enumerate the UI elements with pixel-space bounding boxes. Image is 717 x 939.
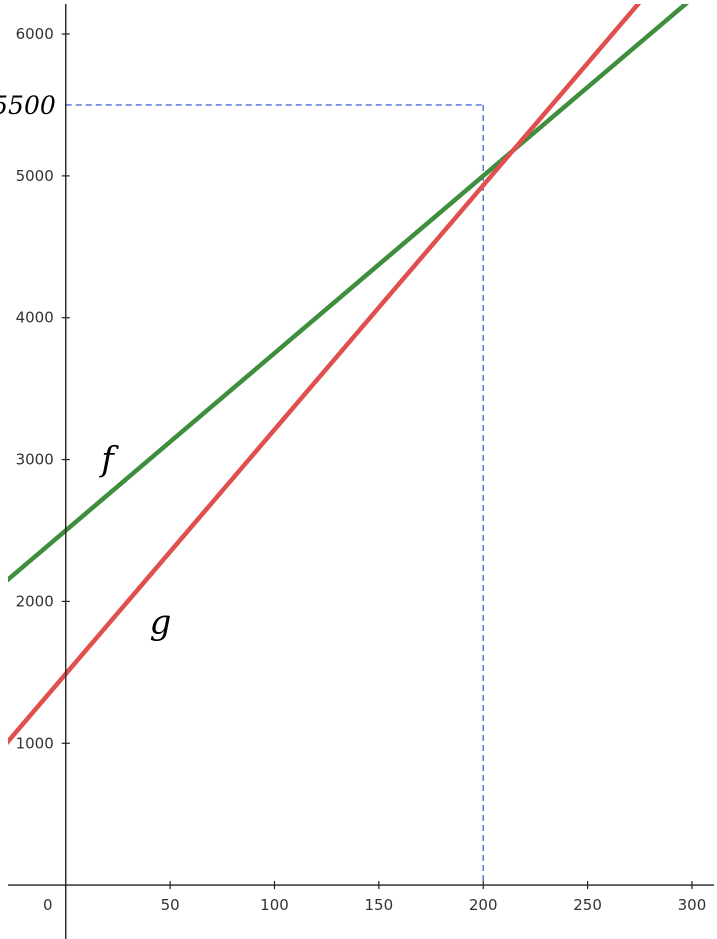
y-tick-label: 5000	[16, 167, 54, 185]
series-line-g	[8, 4, 642, 745]
y-tick-label: 3000	[16, 451, 54, 469]
y-tick-label: 4000	[16, 309, 54, 327]
series-name-label-f: f	[98, 439, 119, 479]
y-tick-label: 1000	[16, 734, 54, 752]
intersection-y-label: 5500	[0, 91, 56, 120]
series-line-f	[8, 4, 690, 583]
y-tick-label: 2000	[16, 592, 54, 610]
tick-labels: 0 50 100 150 200 250 300 1000 2000 3000 4000 5000 60…	[0, 25, 706, 914]
x-tick-label: 300	[678, 896, 707, 914]
x-tick-label: 50	[161, 896, 180, 914]
x-tick-label: 150	[365, 896, 394, 914]
series-name-label-g: g	[150, 602, 172, 642]
x-tick-label: 0	[43, 896, 53, 914]
intersection-guides	[65, 104, 484, 886]
series-lines	[8, 4, 690, 745]
y-tick-label: 6000	[16, 25, 54, 43]
x-tick-label: 100	[260, 896, 289, 914]
axes	[8, 4, 714, 939]
x-tick-label: 250	[573, 896, 602, 914]
x-tick-label: 200	[469, 896, 498, 914]
